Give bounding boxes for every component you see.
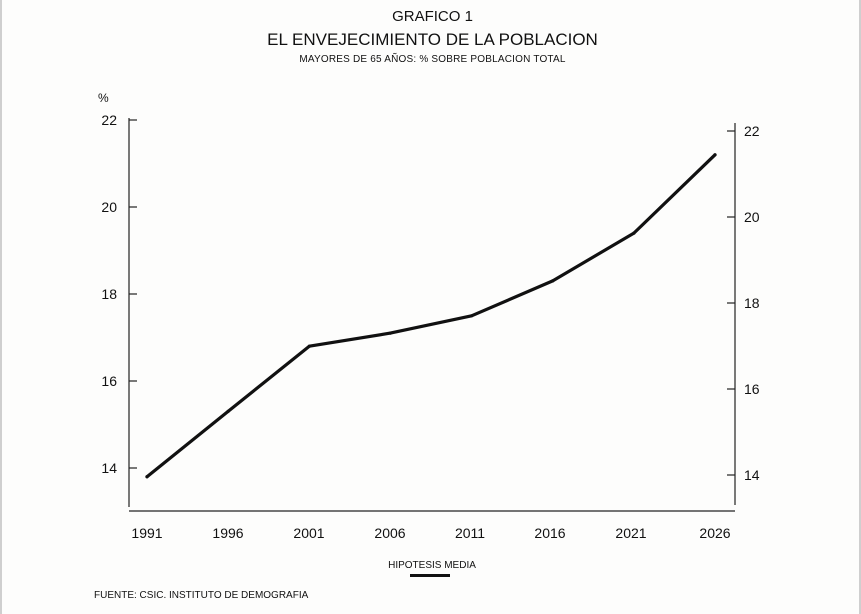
x-tick-2006: 2006	[374, 525, 406, 541]
y-tick-right-16: 16	[744, 381, 760, 397]
data-point-1991	[145, 475, 149, 479]
data-point-1996	[226, 409, 230, 413]
chart-title-line1: GRAFICO 1	[392, 8, 473, 25]
y-tick-left-18: 18	[101, 286, 117, 302]
legend-label: HIPOTESIS MEDIA	[388, 560, 476, 571]
x-tick-2011: 2011	[454, 525, 486, 541]
y-tick-left-16: 16	[101, 373, 117, 389]
y-axis-unit-label: %	[98, 91, 109, 105]
y-tick-left-14: 14	[101, 460, 117, 476]
data-point-2021	[632, 231, 636, 235]
data-point-2006	[388, 331, 392, 335]
x-tick-2026: 2026	[699, 525, 731, 541]
y-tick-left-20: 20	[101, 199, 117, 215]
chart-axes	[128, 118, 736, 512]
data-point-2011	[470, 314, 474, 318]
y-tick-right-20: 20	[744, 209, 760, 225]
x-tick-2016: 2016	[534, 525, 566, 541]
source-note: FUENTE: CSIC. INSTITUTO DE DEMOGRAFIA	[94, 590, 309, 601]
x-tick-1996: 1996	[212, 525, 244, 541]
x-tick-2001: 2001	[293, 525, 325, 541]
data-point-2026	[713, 153, 717, 157]
y-tick-right-14: 14	[744, 467, 760, 483]
x-tick-1991: 1991	[131, 525, 163, 541]
x-tick-2021: 2021	[615, 525, 647, 541]
y-tick-right-18: 18	[744, 295, 760, 311]
legend-swatch	[410, 574, 450, 577]
data-point-2001	[307, 344, 311, 348]
series-line	[145, 153, 717, 479]
y-tick-left-22: 22	[101, 112, 117, 128]
data-point-2016	[551, 279, 555, 283]
y-tick-right-22: 22	[744, 123, 760, 139]
chart-marks	[145, 153, 717, 479]
chart-title: EL ENVEJECIMIENTO DE LA POBLACION	[267, 30, 598, 49]
chart-subtitle: MAYORES DE 65 AÑOS: % SOBRE POBLACION TO…	[299, 54, 566, 65]
